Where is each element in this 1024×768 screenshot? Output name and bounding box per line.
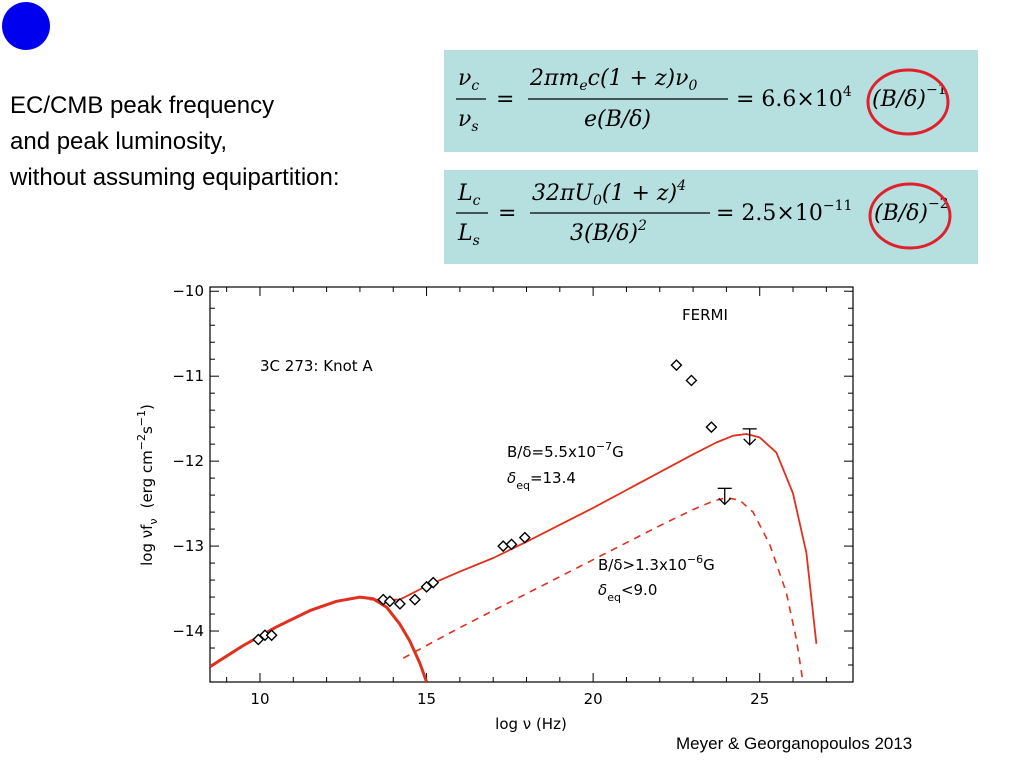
eq1-num: 2πm bbox=[529, 66, 579, 91]
eq1-lhs-den-sub: s bbox=[471, 119, 478, 135]
equation-frequency: νc νs = 2πmec(1 + z)ν0 e(B/δ) = 6.6×104 … bbox=[456, 66, 950, 136]
equation-box-luminosity: Lc Ls = 32πU0(1 + z)4 3(B/δ)2 = 2.5×10−1… bbox=[444, 170, 978, 264]
eq2-num-sub: 0 bbox=[593, 193, 602, 209]
eq2-den-exp: 2 bbox=[637, 218, 647, 234]
eq2-coef: = 2.5×10 bbox=[716, 201, 823, 226]
x-tick-label: 20 bbox=[584, 690, 603, 708]
eq2-lhs-num-sub: c bbox=[473, 193, 481, 209]
eq2-coef-exp: −11 bbox=[823, 198, 853, 214]
fermi-label: FERMI bbox=[682, 306, 728, 324]
x-axis-label: log ν (Hz) bbox=[495, 715, 567, 733]
svg-text:νs: νs bbox=[458, 107, 479, 135]
svg-text:32πU0(1 + z)4: 32πU0(1 + z)4 bbox=[532, 178, 686, 209]
eq2-lhs-num: L bbox=[457, 181, 473, 206]
heading-line-3: without assuming equipartition: bbox=[10, 164, 340, 191]
eq1-coef: = 6.6×10 bbox=[736, 87, 843, 112]
eq2-num-rest: (1 + z) bbox=[602, 181, 677, 206]
eq2-factor: (B/δ) bbox=[874, 201, 928, 226]
svg-text:νc: νc bbox=[458, 66, 479, 94]
y-tick-label: −14 bbox=[172, 622, 204, 640]
svg-text:Lc: Lc bbox=[457, 181, 481, 209]
y-axis-label: log νfν(erg cm−2s−1) bbox=[135, 404, 160, 566]
blue-bullet-icon bbox=[2, 2, 50, 50]
data-point-diamond bbox=[393, 597, 406, 610]
y-tick-label: −11 bbox=[172, 367, 204, 385]
data-point-diamond bbox=[497, 540, 510, 553]
highlight-circle-1 bbox=[866, 68, 950, 136]
y-tick-label: −13 bbox=[172, 537, 204, 555]
model1-b-label: B/δ=5.5x10−7G bbox=[507, 440, 624, 461]
highlight-circle-2 bbox=[868, 182, 952, 250]
svg-text:3(B/δ)2: 3(B/δ)2 bbox=[570, 218, 647, 246]
credit-citation: Meyer & Georganopoulos 2013 bbox=[676, 734, 913, 753]
svg-text:= 6.6×104: = 6.6×104 bbox=[736, 84, 852, 112]
data-points bbox=[252, 359, 718, 646]
eq1-equals: = bbox=[496, 87, 514, 112]
eq2-equals: = bbox=[498, 201, 516, 226]
heading-line-2: and peak luminosity, bbox=[10, 128, 228, 155]
series-line-solid-thick bbox=[210, 595, 429, 682]
upper-limits bbox=[717, 428, 757, 506]
eq2-lhs-den: L bbox=[457, 221, 473, 246]
data-point-diamond bbox=[505, 538, 518, 551]
eq1-lhs-den: ν bbox=[458, 107, 471, 132]
eq1-lhs-num-sub: c bbox=[471, 78, 479, 94]
model1-delta-label: δeq=13.4 bbox=[507, 469, 576, 492]
data-point-diamond bbox=[383, 595, 396, 608]
chart-title: 3C 273: Knot A bbox=[260, 357, 373, 375]
data-point-diamond bbox=[427, 576, 440, 589]
eq1-num-sub: e bbox=[579, 78, 587, 94]
data-point-diamond bbox=[518, 531, 531, 544]
data-point-diamond bbox=[705, 421, 718, 434]
series-line-solid bbox=[369, 433, 818, 644]
x-tick-label: 10 bbox=[250, 690, 269, 708]
eq1-num-rest: c(1 + z)ν bbox=[588, 66, 689, 91]
upper-limit-arrow bbox=[717, 487, 732, 506]
eq2-den: 3(B/δ) bbox=[570, 221, 638, 246]
svg-text:Ls: Ls bbox=[457, 221, 480, 249]
equation-luminosity: Lc Ls = 32πU0(1 + z)4 3(B/δ)2 = 2.5×10−1… bbox=[456, 178, 952, 250]
x-tick-label: 25 bbox=[750, 690, 769, 708]
upper-limit-head bbox=[743, 438, 757, 446]
svg-text:2πmec(1 + z)ν0: 2πmec(1 + z)ν0 bbox=[529, 66, 698, 94]
eq1-num-sub2: 0 bbox=[689, 78, 698, 94]
x-tick-label: 15 bbox=[417, 690, 436, 708]
data-point-diamond bbox=[265, 629, 278, 642]
series-line-dashed bbox=[402, 496, 804, 682]
data-point-diamond bbox=[670, 359, 683, 372]
eq2-lhs-den-sub: s bbox=[473, 233, 480, 249]
upper-limit-head bbox=[718, 497, 732, 506]
model2-b-label: B/δ>1.3x10−6G bbox=[598, 553, 715, 574]
eq2-num-exp: 4 bbox=[676, 178, 686, 194]
heading-line-1: EC/CMB peak frequency bbox=[10, 92, 275, 119]
data-point-diamond bbox=[685, 374, 698, 387]
equation-box-frequency: νc νs = 2πmec(1 + z)ν0 e(B/δ) = 6.6×104 … bbox=[444, 50, 978, 152]
eq2-num: 32πU bbox=[532, 181, 594, 206]
y-tick-label: −10 bbox=[172, 282, 204, 300]
axis-ticks: 10 15 20 25 −10 −11 −12 −13 −14 bbox=[172, 282, 853, 708]
svg-text:(B/δ)−2: (B/δ)−2 bbox=[874, 196, 949, 226]
y-tick-label: −12 bbox=[172, 452, 204, 470]
svg-text:= 2.5×10−11: = 2.5×10−11 bbox=[716, 198, 852, 226]
eq1-factor: (B/δ) bbox=[872, 87, 926, 112]
upper-limit-arrow bbox=[742, 428, 757, 446]
eq1-coef-exp: 4 bbox=[843, 84, 852, 100]
eq1-den: e(B/δ) bbox=[584, 107, 651, 132]
eq1-lhs-num: ν bbox=[458, 66, 471, 91]
plot-frame bbox=[209, 286, 854, 683]
data-point-diamond bbox=[408, 593, 421, 606]
slide-heading: EC/CMB peak frequency and peak luminosit… bbox=[10, 88, 340, 196]
model2-delta-label: δeq<9.0 bbox=[598, 581, 657, 604]
